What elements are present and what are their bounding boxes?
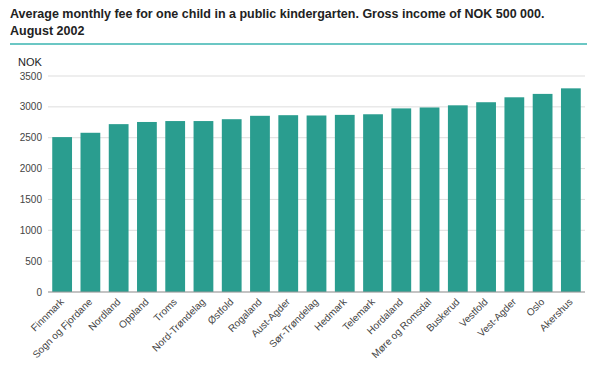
y-tick-label: 2000 <box>20 163 43 174</box>
bar <box>504 97 524 292</box>
bar <box>137 122 157 292</box>
subtitle: August 2002 <box>10 24 84 38</box>
x-tick-label: Oslo <box>524 296 547 319</box>
bar <box>363 114 383 292</box>
y-tick-label: 3500 <box>20 71 43 82</box>
x-tick-label: Nord-Trøndelag <box>150 296 207 353</box>
bar <box>335 115 355 292</box>
bar <box>391 108 411 292</box>
separator <box>10 43 587 45</box>
bars <box>52 88 581 292</box>
y-tick-label: 1500 <box>20 194 43 205</box>
x-tick-label: Sør-Trøndelag <box>267 296 320 349</box>
x-tick-label: Buskerud <box>424 296 462 334</box>
grid-line <box>48 76 585 77</box>
y-tick-label: 1000 <box>20 225 43 236</box>
bar <box>307 115 327 292</box>
chart: Average monthly fee for one child in a p… <box>0 0 597 382</box>
bar <box>476 102 496 292</box>
bar <box>561 88 581 292</box>
bar <box>448 105 468 292</box>
grid-line <box>48 292 585 293</box>
bar <box>194 121 214 292</box>
bar <box>420 107 440 292</box>
x-tick-label: Oppland <box>116 296 151 331</box>
bar <box>109 124 129 292</box>
y-tick-label: 500 <box>25 256 42 267</box>
x-tick-label: Akershus <box>538 296 575 333</box>
bar <box>250 116 270 292</box>
bar <box>533 94 553 292</box>
x-tick-label: Vest-Agder <box>475 296 518 339</box>
x-tick-label: Møre og Romsdal <box>369 296 433 360</box>
y-tick-label: 0 <box>36 287 42 298</box>
bar <box>278 115 298 292</box>
y-tick-label: 2500 <box>20 132 43 143</box>
x-axis <box>48 292 585 293</box>
x-tick-label: Nordland <box>86 296 122 332</box>
y-axis-label: NOK <box>18 56 43 68</box>
title: Average monthly fee for one child in a p… <box>10 7 544 21</box>
bar <box>52 137 72 292</box>
bar <box>222 119 242 292</box>
y-tick-label: 3000 <box>20 101 43 112</box>
bar <box>165 121 185 292</box>
x-tick-label: Sogn og Fjordane <box>30 296 94 360</box>
grid <box>48 76 585 292</box>
bar <box>81 133 101 292</box>
